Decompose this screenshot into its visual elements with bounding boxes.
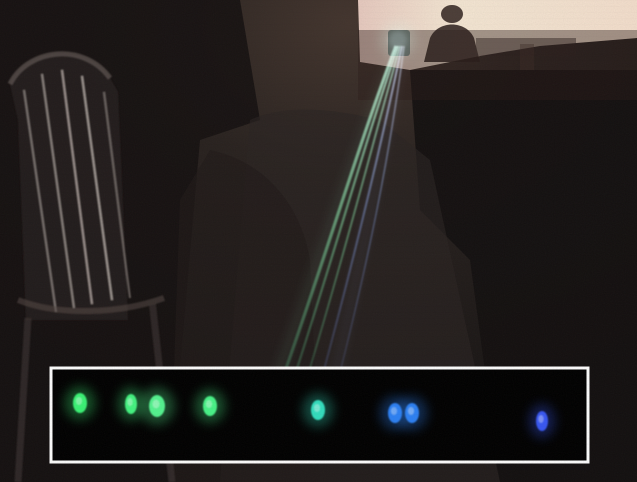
photo-scene <box>0 0 637 482</box>
scene-svg <box>0 0 637 482</box>
scanlines <box>0 0 637 482</box>
